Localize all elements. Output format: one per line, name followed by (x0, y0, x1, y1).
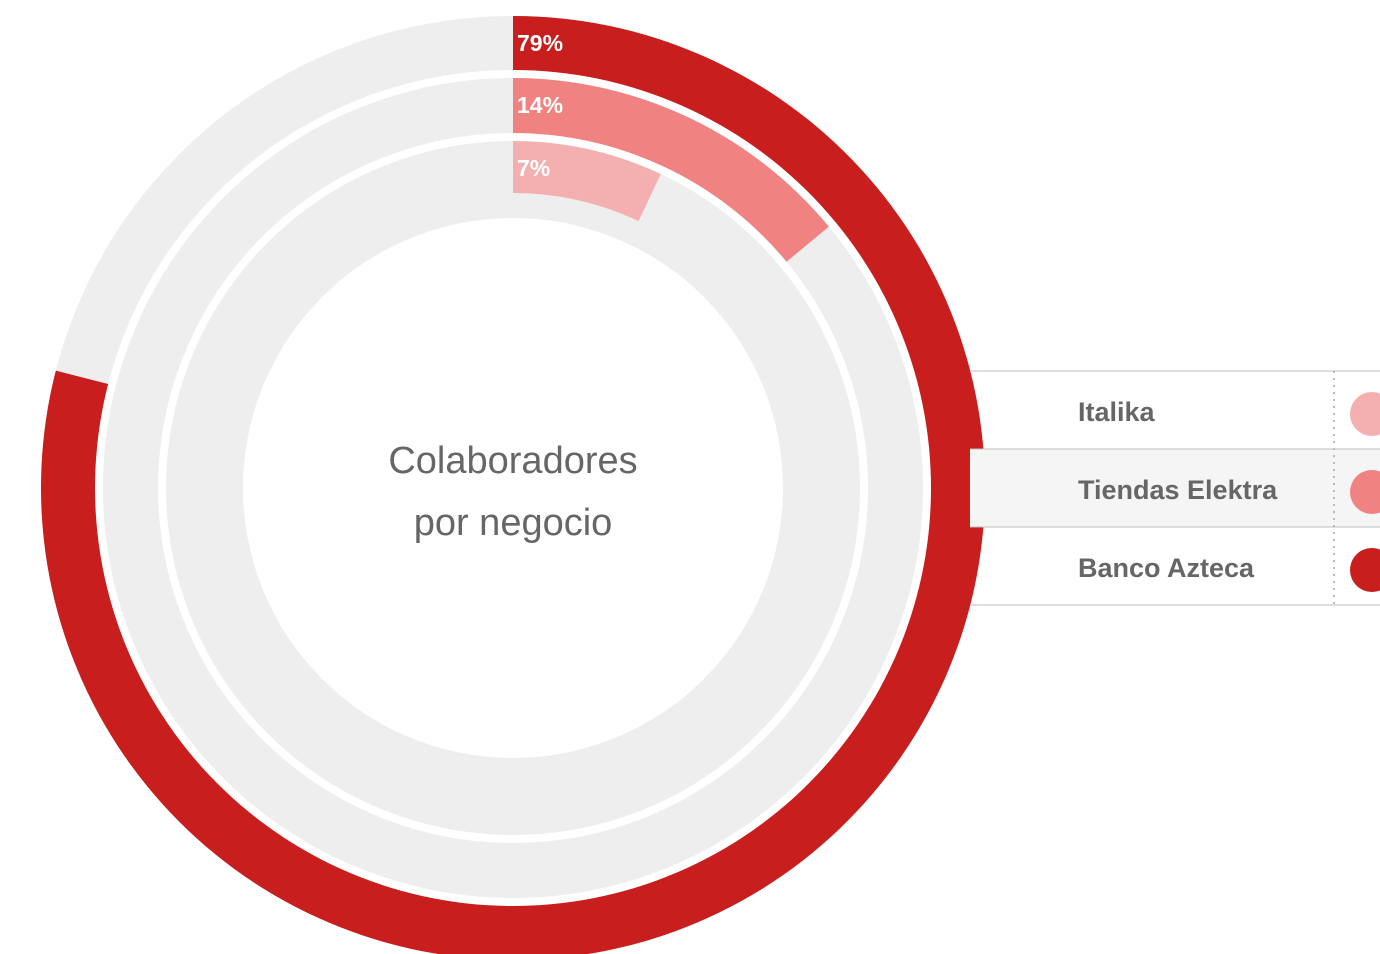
legend-swatch (1350, 548, 1380, 592)
legend: Italika Tiendas Elektra Banco Azteca (970, 370, 1380, 606)
center-title: por negocio (414, 502, 613, 544)
ring-bar (513, 78, 829, 262)
ring-bar (513, 141, 661, 222)
legend-label: Italika (1078, 397, 1156, 427)
legend-row-bg (970, 449, 1380, 527)
legend-swatch (1350, 470, 1380, 514)
value-label: 79% (517, 30, 563, 56)
value-label: 7% (517, 155, 550, 181)
rings: 7% 14% 79% (41, 16, 985, 954)
value-label: 14% (517, 92, 563, 118)
legend-label: Tiendas Elektra (1078, 475, 1278, 505)
center-title: Colaboradores (388, 440, 637, 482)
ring-track (166, 141, 860, 835)
legend-label: Banco Azteca (1078, 553, 1255, 583)
legend-swatch (1350, 392, 1380, 436)
